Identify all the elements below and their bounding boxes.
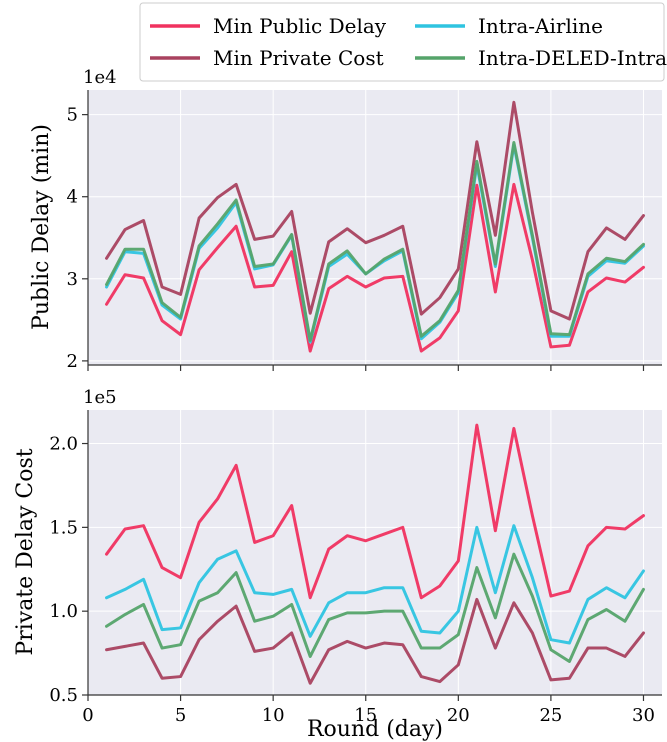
legend-item-min_private_cost: Min Private Cost bbox=[150, 46, 384, 70]
legend-frame bbox=[139, 2, 665, 82]
series-line-intra_airline bbox=[105, 524, 645, 645]
x-tick-label: 10 bbox=[262, 705, 285, 726]
plot-area-bottom bbox=[88, 410, 662, 695]
series-line-intra_deled_intra bbox=[105, 141, 645, 342]
y-tick-label: 4 bbox=[67, 187, 78, 208]
series-line-min_public_delay bbox=[105, 423, 645, 600]
legend-label: Intra-Airline bbox=[478, 14, 603, 38]
y-tick-label: 1.5 bbox=[49, 517, 78, 538]
legend: Min Public Delay Min Private Cost Intra-Ai… bbox=[139, 2, 667, 82]
legend-item-intra_airline: Intra-Airline bbox=[415, 14, 603, 38]
y-tick-label: 2.0 bbox=[49, 434, 78, 455]
x-tick-label: 20 bbox=[447, 705, 470, 726]
axis-ticks-bottom: 0 5 10 15 20 25 30 0.5 1.0 1.5 2.0 bbox=[49, 410, 662, 726]
series-lines-bottom bbox=[105, 423, 645, 685]
x-tick-label: 0 bbox=[82, 705, 93, 726]
series-lines-top bbox=[105, 100, 645, 353]
series-line-min_private_cost bbox=[105, 597, 645, 685]
y-tick-label: 0.5 bbox=[49, 685, 78, 706]
y-tick-label: 2 bbox=[67, 351, 78, 372]
x-tick-label: 15 bbox=[354, 705, 377, 726]
y-tick-label: 1.0 bbox=[49, 601, 78, 622]
legend-label: Min Private Cost bbox=[213, 46, 384, 70]
series-line-min_private_cost bbox=[105, 100, 645, 321]
legend-label: Intra-DELED-Intra bbox=[478, 46, 667, 70]
x-tick-label: 25 bbox=[539, 705, 562, 726]
legend-label: Min Public Delay bbox=[213, 14, 387, 38]
panel-public-delay: 2 3 4 5 1e4 Public Delay (min) bbox=[29, 67, 662, 372]
series-line-min_public_delay bbox=[105, 182, 645, 353]
scale-label-bottom: 1e5 bbox=[83, 387, 117, 408]
y-tick-label: 5 bbox=[67, 105, 78, 126]
x-tick-label: 5 bbox=[175, 705, 186, 726]
legend-item-min_public_delay: Min Public Delay bbox=[150, 14, 387, 38]
x-tick-label: 30 bbox=[632, 705, 655, 726]
legend-item-intra_deled_intra: Intra-DELED-Intra bbox=[415, 46, 667, 70]
y-axis-label-top: Public Delay (min) bbox=[29, 124, 54, 330]
axis-ticks-top: 2 3 4 5 bbox=[67, 90, 662, 372]
scale-label-top: 1e4 bbox=[83, 67, 117, 88]
y-tick-label: 3 bbox=[67, 269, 78, 290]
x-axis-label: Round (day) bbox=[307, 717, 443, 742]
series-line-intra_deled_intra bbox=[105, 552, 645, 663]
y-axis-label-bottom: Private Delay Cost bbox=[13, 448, 38, 655]
panel-private-cost: 0 5 10 15 20 25 30 0.5 1.0 1.5 2.0 1e5 Private Del… bbox=[13, 387, 662, 742]
